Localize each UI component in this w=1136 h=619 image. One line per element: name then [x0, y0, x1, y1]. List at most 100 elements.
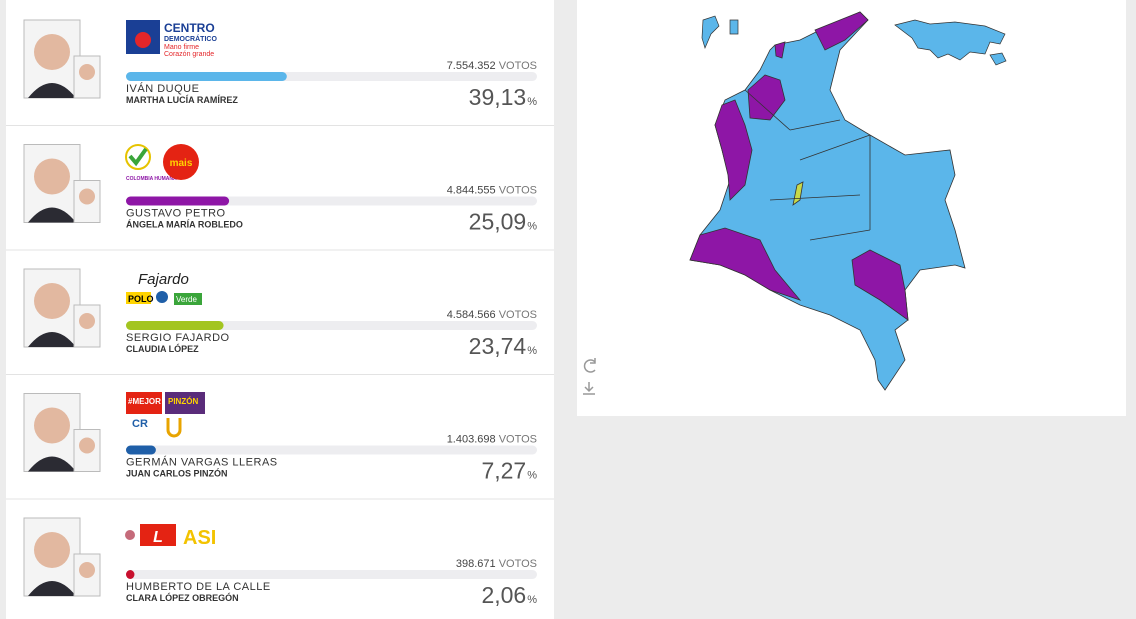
logo-shape	[174, 293, 202, 305]
running-mate-name: ÁNGELA MARÍA ROBLEDO	[126, 220, 243, 230]
download-icon[interactable]	[583, 382, 595, 395]
logo-text: DEMOCRÁTICO	[164, 34, 217, 43]
candidate-name: GUSTAVO PETRO	[126, 208, 226, 220]
map-shape	[989, 52, 1007, 66]
percent-unit: %	[527, 594, 537, 606]
logo-text: Verde	[176, 295, 197, 304]
map-region	[851, 249, 909, 321]
logo-shape	[125, 530, 135, 540]
bar	[126, 321, 224, 330]
bar	[126, 445, 156, 455]
votes-count: 4.844.555	[447, 185, 496, 197]
logo-shape	[126, 392, 162, 414]
bar-track	[126, 445, 537, 455]
candidate-face	[34, 407, 70, 444]
percent-unit: %	[527, 470, 537, 482]
logo-de-la-calle: L ASI	[125, 524, 216, 549]
logo-text: Corazón grande	[164, 51, 214, 58]
bar	[126, 72, 287, 81]
percent-value: 7,27	[481, 458, 526, 484]
running-mate-face	[79, 64, 95, 80]
percent-unit: %	[527, 96, 537, 108]
logo-text: COLOMBIA HUMANA	[126, 176, 177, 182]
refresh-icon[interactable]	[583, 358, 596, 373]
logo-text: PINZÓN	[168, 397, 198, 406]
candidate-suit	[28, 207, 76, 223]
bar-track	[126, 196, 537, 206]
running-mate-face	[79, 562, 95, 578]
running-mate-name: MARTHA LUCÍA RAMÍREZ	[126, 95, 238, 105]
logo-text: L	[153, 529, 163, 546]
logo-centro-democratico: CENTRO DEMOCRÁTICO Mano firme Corazón gr…	[126, 20, 217, 58]
map-region	[774, 41, 786, 59]
logo-text: Fajardo	[138, 271, 189, 288]
logo-text: CENTRO	[164, 21, 215, 35]
logo-fajardo: Fajardo POLO Verde	[126, 271, 202, 305]
candidate-face	[34, 283, 70, 319]
votes-unit: VOTOS	[499, 309, 537, 321]
bar	[126, 570, 135, 579]
logo-vargas: #MEJOR PINZÓN CR	[126, 392, 205, 438]
percent: 7,27%	[481, 458, 537, 484]
logo-shape	[163, 144, 199, 180]
votes-unit: VOTOS	[499, 558, 537, 570]
percent: 23,74%	[469, 333, 538, 359]
percent-value: 39,13	[469, 84, 527, 110]
votes-unit: VOTOS	[499, 434, 537, 446]
logo-shape	[128, 147, 148, 167]
running-mate-face	[79, 437, 95, 454]
votes-count: 4.584.566	[447, 309, 496, 321]
logo-text: POLO	[128, 294, 154, 304]
percent: 2,06%	[481, 582, 537, 608]
candidate-face	[34, 34, 70, 70]
votes: 4.844.555 VOTOS	[447, 185, 537, 197]
logo-text: #MEJOR	[128, 397, 161, 406]
bar	[126, 196, 230, 206]
votes: 398.671 VOTOS	[456, 558, 537, 570]
votes: 4.584.566 VOTOS	[447, 309, 537, 321]
bar-track	[126, 570, 537, 579]
percent-unit: %	[527, 345, 537, 357]
votes-count: 7.554.352	[447, 60, 496, 72]
votes: 7.554.352 VOTOS	[447, 60, 537, 72]
percent: 39,13%	[469, 84, 538, 110]
running-mate-name: CLAUDIA LÓPEZ	[126, 343, 199, 354]
map-region	[747, 74, 786, 121]
candidate-suit	[28, 83, 76, 98]
map-tools	[583, 358, 596, 395]
percent-value: 23,74	[469, 333, 527, 359]
candidate-row: 1.403.698 VOTOS GERMÁN VARGAS LLERASJUAN …	[6, 374, 554, 484]
candidate-name: GERMÁN VARGAS LLERAS	[126, 456, 278, 469]
colombia-map	[689, 11, 966, 391]
logo-shape	[140, 524, 176, 546]
percent: 25,09%	[469, 209, 538, 235]
percent-unit: %	[527, 221, 537, 233]
candidate-suit	[28, 456, 76, 472]
world-map	[701, 15, 1007, 66]
candidate-face	[34, 158, 70, 195]
map-shape	[729, 19, 739, 35]
logo-text: CR	[132, 418, 148, 430]
map-shape	[894, 19, 1006, 61]
map-region	[689, 227, 802, 301]
logo-shape	[126, 292, 151, 304]
map-region	[814, 11, 869, 51]
logo-shape	[166, 418, 182, 438]
bar-track	[126, 321, 537, 330]
logo-text: ASI	[183, 527, 216, 549]
map-region	[714, 99, 753, 201]
candidate-name: IVÁN DUQUE	[126, 82, 199, 95]
candidate-suit	[28, 332, 76, 347]
votes-count: 398.671	[456, 558, 496, 570]
logo-petro: COLOMBIA HUMANA mais	[125, 144, 199, 182]
candidate-name: HUMBERTO DE LA CALLE	[126, 581, 271, 593]
votes: 1.403.698 VOTOS	[447, 434, 537, 446]
logo-shape	[165, 392, 205, 414]
running-mate-face	[79, 313, 95, 329]
running-mate-name: JUAN CARLOS PINZÓN	[126, 468, 228, 479]
